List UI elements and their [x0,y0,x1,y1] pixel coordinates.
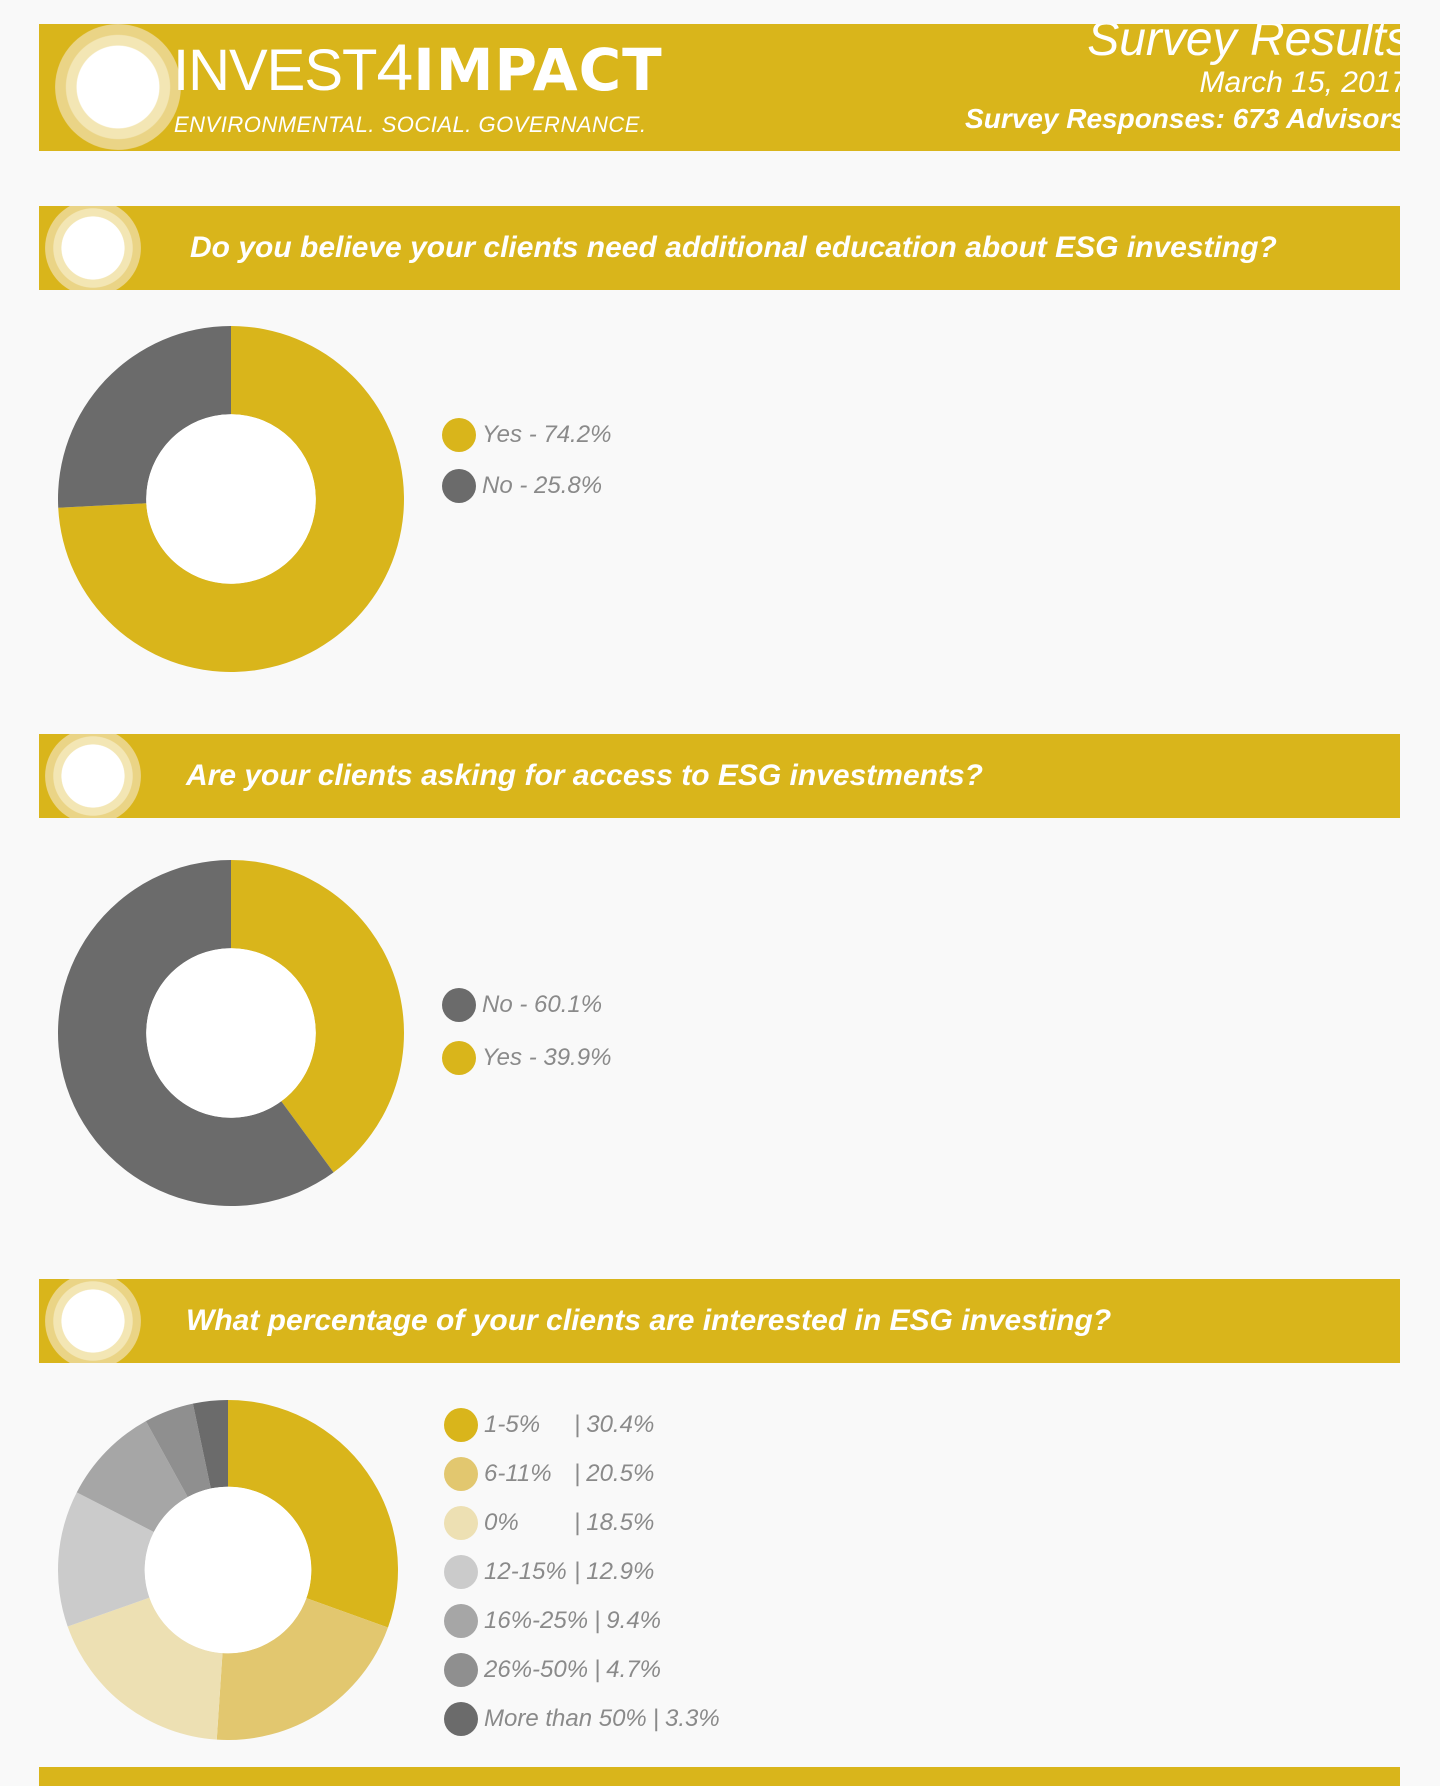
pie-slice [58,326,404,672]
pie-slice [58,1492,154,1627]
question-text-1: Do you believe your clients need additio… [190,231,1277,264]
donut-hole [146,948,316,1118]
legend-category: 26%-50% [484,1656,589,1683]
legend-category: 12-15% [484,1558,567,1585]
legend-percent: 9.4% [606,1607,661,1634]
legend-item: No - 25.8% [442,469,602,503]
legend-category: More than 50% [484,1705,647,1732]
donut-chart-interest [58,1400,398,1740]
legend-category: 1-5% [484,1411,541,1438]
legend-swatch [442,418,476,452]
brand-light: INVEST [173,38,377,103]
sun-icon [45,1279,141,1363]
legend-label: No - 60.1% [482,991,603,1018]
legend-swatch [444,1653,478,1687]
donut-svg [58,860,404,1206]
legend-item: 1-5% | 30.4% [444,1408,654,1442]
legend-swatch [444,1702,478,1736]
legend-item: Yes - 74.2% [442,418,611,452]
pie-slice [145,1403,211,1498]
pie-slice [76,1421,188,1532]
top-banner: INVEST4IMPACT ENVIRONMENTAL. SOCIAL. GOV… [39,24,1400,151]
legend-item: More than 50% | 3.3% [444,1702,720,1736]
legend-label: No - 25.8% [482,472,603,499]
legend-swatch [444,1555,478,1589]
brand-four: 4 [376,30,414,104]
question-text-3: What percentage of your clients are inte… [186,1304,1112,1337]
legend-category: 6-11% [484,1460,552,1487]
legend-label: Yes - 39.9% [482,1044,612,1071]
question-header-2: Are your clients asking for access to ES… [39,734,1400,818]
legend-swatch [442,988,476,1022]
sun-icon [45,734,141,818]
question-header-3: What percentage of your clients are inte… [39,1279,1400,1363]
legend-category: 0% [484,1509,519,1536]
pie-slice [228,1400,398,1628]
pie-slice [58,326,231,508]
legend-percent: 30.4% [586,1411,655,1438]
legend-swatch [444,1506,478,1540]
legend-item: 12-15% | 12.9% [444,1555,654,1589]
pie-slice [58,860,334,1206]
legend-swatch [442,1041,476,1075]
legend-swatch [444,1457,478,1491]
legend-swatch [444,1604,478,1638]
donut-hole [146,414,316,584]
legend-item: No - 60.1% [442,988,602,1022]
brand-bold: IMPACT [413,36,663,104]
pie-slice [192,1400,228,1489]
legend-swatch [442,469,476,503]
pie-slice [67,1597,223,1740]
legend-percent: 18.5% [586,1509,655,1536]
legend-item: Yes - 39.9% [442,1041,611,1075]
next-section-header [39,1767,1400,1786]
legend-item: 16%-25% | 9.4% [444,1604,661,1638]
legend-item: 0% | 18.5% [444,1506,654,1540]
donut-chart-education [58,326,404,672]
legend-percent: 4.7% [606,1656,661,1683]
legend-swatch [444,1408,478,1442]
pie-slice [216,1598,388,1740]
legend-label: Yes - 74.2% [482,421,612,448]
sun-icon [45,206,141,290]
donut-svg [58,326,404,672]
brand-tagline: ENVIRONMENTAL. SOCIAL. GOVERNANCE. [174,112,647,137]
legend-percent: 12.9% [586,1558,655,1585]
donut-hole [144,1486,312,1654]
donut-chart-access [58,860,404,1206]
question-header-1: Do you believe your clients need additio… [39,206,1400,290]
survey-title: Survey Results [1087,24,1400,66]
brand-logo: INVEST4IMPACT [173,34,663,100]
legend-item: 26%-50% | 4.7% [444,1653,661,1687]
pie-slice [231,860,404,1173]
sun-logo-icon [55,24,181,150]
donut-svg [58,1400,398,1740]
legend-item: 6-11% | 20.5% [444,1457,654,1491]
legend-percent: 20.5% [586,1460,655,1487]
survey-date: March 15, 2017 [1199,66,1400,99]
question-text-2: Are your clients asking for access to ES… [186,759,983,792]
legend-percent: 3.3% [665,1705,720,1732]
legend-category: 16%-25% [484,1607,589,1634]
survey-responses: Survey Responses: 673 Advisors [965,103,1400,134]
